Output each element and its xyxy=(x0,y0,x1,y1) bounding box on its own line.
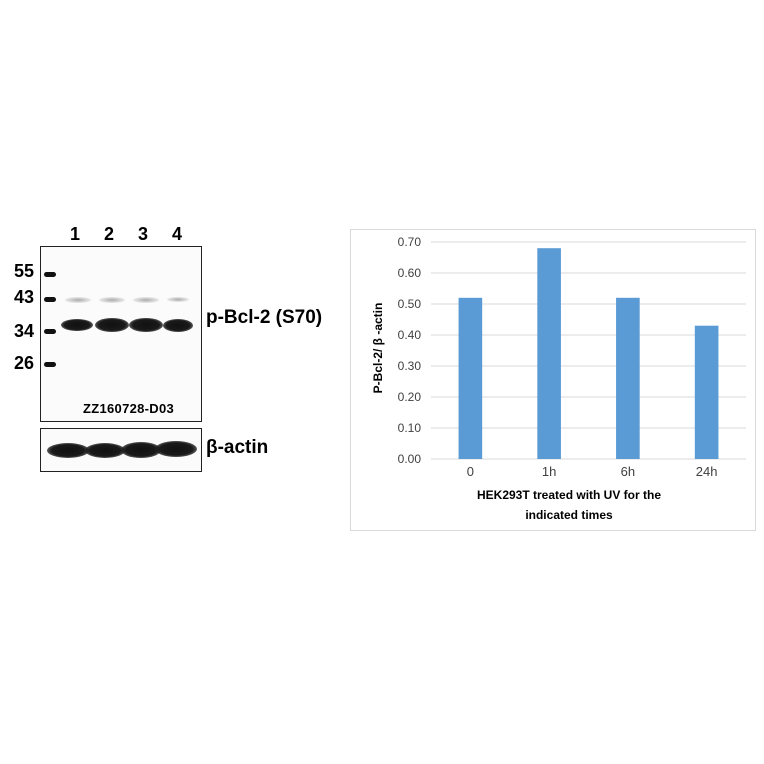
bar-0 xyxy=(458,297,483,459)
mw-marker: 34 xyxy=(13,321,34,341)
y-tick-label: 0.30 xyxy=(398,359,422,373)
y-tick-label: 0.20 xyxy=(398,390,422,404)
bar-6h xyxy=(616,297,640,459)
mw-marker: 55 xyxy=(13,261,34,281)
x-axis-title-line2: indicated times xyxy=(525,508,613,522)
x-tick-label: 1h xyxy=(542,464,556,479)
faint-band xyxy=(167,297,189,302)
blot-code: ZZ160728-D03 xyxy=(83,401,175,416)
bar-chart: 0.00 0.10 0.20 0.30 0.40 0.50 0.60 0.70 0 1h 6h 24h… xyxy=(371,235,746,522)
lane-number: 2 xyxy=(104,224,115,244)
target-band xyxy=(163,319,193,332)
lane-number: 1 xyxy=(70,224,81,244)
y-axis-title: P-Bcl-2/ β -actin xyxy=(371,303,385,394)
y-tick-label: 0.40 xyxy=(398,328,422,342)
ladder-band xyxy=(44,272,56,277)
actin-band xyxy=(47,443,89,458)
y-tick-label: 0.50 xyxy=(398,297,422,311)
target-band xyxy=(129,318,163,332)
faint-band xyxy=(65,297,91,303)
blot-main: ZZ160728-D03 xyxy=(40,246,202,422)
target-band xyxy=(61,319,93,331)
target-label: p-Bcl-2 (S70) xyxy=(206,307,323,328)
x-tick-label: 24h xyxy=(696,464,718,479)
faint-band xyxy=(133,297,159,303)
y-tick-label: 0.10 xyxy=(398,421,422,435)
actin-band xyxy=(121,442,161,458)
ladder-band xyxy=(44,297,56,302)
x-tick-label: 0 xyxy=(467,464,474,479)
y-tick-label: 0.70 xyxy=(398,235,422,249)
ladder-band xyxy=(44,329,56,334)
loading-label: β-actin xyxy=(206,437,269,458)
mw-marker: 43 xyxy=(13,287,34,307)
actin-band xyxy=(155,441,197,457)
lane-number: 4 xyxy=(172,224,183,244)
mw-marker: 26 xyxy=(13,353,34,373)
lane-number: 3 xyxy=(138,224,149,244)
western-blot-panel: 1 2 3 4 55 43 34 26 ZZ160728-D03 p-Bcl-2… xyxy=(0,0,340,764)
bar-24h xyxy=(694,325,719,459)
blot-actin xyxy=(40,428,202,472)
target-band xyxy=(95,318,129,332)
bar-1h xyxy=(537,248,561,459)
chart-frame: 0.00 0.10 0.20 0.30 0.40 0.50 0.60 0.70 0 1h 6h 24h… xyxy=(350,229,756,531)
faint-band xyxy=(99,297,125,303)
ladder-band xyxy=(44,362,56,367)
y-tick-label: 0.60 xyxy=(398,266,422,280)
x-axis-title-line1: HEK293T treated with UV for the xyxy=(477,488,661,502)
actin-band xyxy=(85,443,125,458)
x-tick-label: 6h xyxy=(621,464,635,479)
y-tick-label: 0.00 xyxy=(398,452,422,466)
